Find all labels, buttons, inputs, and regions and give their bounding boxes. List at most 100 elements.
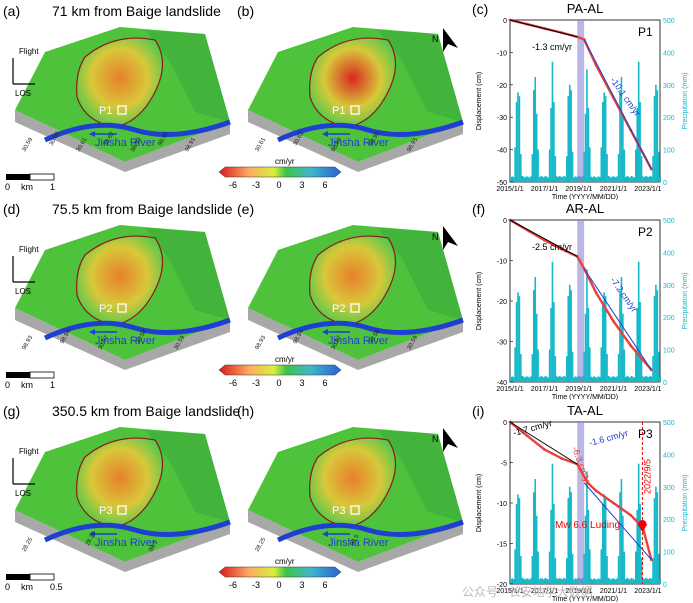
- scale-max: 0.5: [50, 582, 63, 592]
- precip-bar: [524, 177, 526, 182]
- precip-bar: [547, 177, 549, 182]
- precip-bar: [547, 377, 549, 382]
- precip-bar: [534, 277, 537, 382]
- scale-max: 1: [50, 380, 55, 390]
- precip-bar: [517, 292, 519, 382]
- precip-bar: [593, 376, 595, 382]
- precip-bar: [599, 177, 601, 182]
- y2-tick-label: 400: [663, 250, 675, 257]
- precip-bar: [650, 376, 653, 382]
- y-tick-label: -10: [497, 50, 507, 57]
- precip-bar: [637, 61, 640, 182]
- precip-bar: [624, 377, 627, 382]
- panel-title: 75.5 km from Baige landslide: [52, 201, 233, 217]
- coordinate-label: 98.93: [22, 334, 35, 351]
- precip-bar: [633, 579, 636, 584]
- precip-bar: [574, 176, 577, 182]
- precip-bar: [596, 177, 598, 182]
- chart-title: TA-AL: [567, 403, 603, 418]
- precip-bar: [597, 176, 600, 182]
- timeseries-chart: (c) PA-AL 0 -10 -20 -30 -40 -50 500 400 300 200 100 0…: [472, 1, 689, 200]
- colorbar-tick: 0: [276, 180, 281, 190]
- precip-bar: [627, 376, 630, 382]
- coordinate-label: 98.93: [255, 334, 268, 351]
- precip-bar: [520, 153, 522, 182]
- precip-bar: [527, 176, 529, 182]
- precip-bar: [593, 578, 595, 584]
- precip-bar: [643, 177, 646, 182]
- precip-bar: [622, 113, 624, 182]
- precip-bar: [647, 579, 650, 584]
- x-tick-label: 2015/1/1: [496, 186, 523, 193]
- colorbar-tick: -6: [229, 378, 237, 388]
- coordinate-label: 30.61: [255, 136, 268, 153]
- fit-line-early: [509, 421, 578, 465]
- chart-panel-label: (f): [472, 201, 485, 217]
- precip-bar: [537, 551, 539, 584]
- precip-bar: [576, 579, 578, 584]
- precip-bar: [630, 175, 633, 182]
- precip-bar: [538, 177, 541, 182]
- landslide-boundary: [76, 437, 164, 528]
- colorbar-tick: -3: [252, 378, 260, 388]
- precip-bar: [601, 301, 604, 382]
- precip-bar: [613, 578, 616, 584]
- precip-bar: [553, 301, 555, 382]
- precip-bar: [570, 290, 572, 382]
- panel-title: 71 km from Baige landslide: [52, 3, 221, 19]
- precip-bar: [566, 356, 568, 382]
- flow-arrow-head: [322, 131, 328, 137]
- precip-bar: [603, 92, 605, 182]
- precip-bar: [548, 349, 551, 382]
- precip-bar: [514, 549, 516, 584]
- precip-bar: [563, 175, 565, 182]
- terrain-side: [248, 110, 463, 172]
- precip-bar: [550, 107, 552, 182]
- precip-bar: [655, 284, 657, 382]
- precip-bar: [568, 284, 571, 382]
- precip-bar: [561, 579, 564, 584]
- precip-bar: [622, 313, 624, 382]
- precip-bar: [543, 177, 545, 182]
- precip-bar: [652, 558, 654, 584]
- y2-tick-label: 100: [663, 550, 675, 557]
- los-label: LOS: [15, 489, 31, 498]
- precip-bar: [548, 149, 551, 182]
- precip-bar: [657, 351, 660, 382]
- precip-bar: [635, 349, 637, 382]
- precip-bar: [626, 375, 628, 382]
- precip-bar: [566, 156, 568, 182]
- x-tick-label: 2015/1/1: [496, 386, 523, 393]
- y2-tick-label: 500: [663, 218, 675, 225]
- precip-bar: [649, 577, 651, 584]
- y2-axis-label: Precipitation (mm): [682, 475, 689, 532]
- event-date: 2022/9/5: [642, 459, 652, 494]
- flow-arrow-head: [89, 131, 95, 137]
- panel-title: 350.5 km from Baige landslide: [52, 403, 241, 419]
- y-tick-label: -15: [497, 542, 507, 549]
- panel-label: (h): [237, 403, 255, 419]
- flow-arrow-head: [322, 531, 328, 537]
- x-axis-label: Time (YYYY/MM/DD): [552, 394, 618, 400]
- y-tick-label: -10: [497, 501, 507, 508]
- landslide-boundary: [309, 235, 397, 326]
- precip-bar: [530, 578, 532, 584]
- y2-tick-label: 0: [663, 582, 667, 589]
- coordinate-label: 28.25: [255, 536, 268, 553]
- precip-bar: [555, 176, 558, 182]
- river-line: [43, 519, 231, 543]
- landslide-boundary: [76, 37, 164, 128]
- precip-bar: [510, 177, 512, 182]
- precip-bar: [532, 492, 535, 584]
- precip-bar: [587, 509, 590, 584]
- rate-annotation: -2.5 cm/yr: [532, 242, 572, 252]
- precip-bar: [557, 177, 560, 182]
- y-tick-label: 0: [503, 420, 507, 427]
- precip-bar: [571, 351, 574, 382]
- precip-bar: [545, 376, 548, 382]
- point-marker: [117, 105, 127, 115]
- precip-bar: [586, 69, 588, 182]
- precip-bar: [568, 84, 571, 182]
- precip-bar: [626, 175, 628, 182]
